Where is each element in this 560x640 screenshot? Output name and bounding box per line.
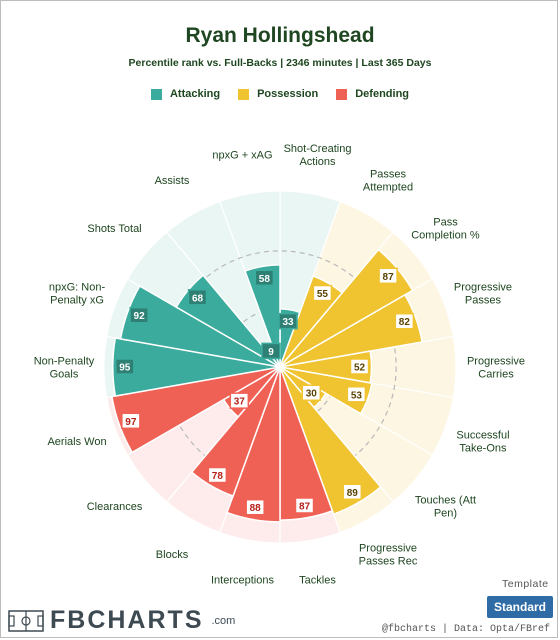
value-box-16 [261,342,281,360]
logo-text: FBCHARTS [50,606,204,634]
bar-7 [279,366,382,516]
legend-label-attacking: Attacking [169,88,221,100]
category-label-1: Passes Attempted [363,168,413,193]
legend-item-attacking: Attacking [150,88,221,100]
bar-17 [244,264,281,368]
value-box-6 [301,384,321,401]
pitch-icon [8,609,44,632]
legend-label-defending: Defending [355,88,410,100]
legend-swatch-defending [336,88,348,100]
category-label-0: Shot-Creating Actions [284,143,352,168]
category-label-15: Shots Total [87,223,141,235]
bar-13 [112,337,281,397]
value-label-13: 95 [119,363,131,374]
bar-12 [111,366,281,454]
bar-9 [226,366,281,523]
template-label: Template [502,578,549,590]
value-box-9 [245,498,265,516]
value-box-3 [394,312,415,330]
value-label-12: 97 [125,417,137,428]
value-label-16: 9 [268,347,274,358]
category-label-9: Interceptions [211,575,274,587]
legend-item-defending: Defending [336,88,409,100]
value-box-15 [187,289,208,306]
value-label-6: 30 [306,389,318,400]
value-box-1 [312,284,333,302]
logo-suffix: .com [211,614,236,627]
value-label-15: 68 [192,293,204,304]
category-label-10: Blocks [156,549,189,561]
category-label-7: Progressive Passes Rec [359,543,418,568]
value-label-9: 88 [250,503,262,514]
bar-3 [279,293,423,368]
bar-10 [190,366,281,497]
legend-label-possession: Possession [257,88,319,100]
bar-14 [119,285,281,368]
chart-title: Ryan Hollingshead [185,24,375,47]
template-standard-button[interactable]: Standard [487,596,553,618]
value-box-7 [342,483,363,501]
legend-swatch-attacking [150,88,162,100]
legend: Attacking Possession Defending [0,88,560,100]
value-box-8 [294,497,315,514]
value-box-17 [254,269,275,287]
category-label-6: Touches (Att Pen) [415,494,476,519]
category-label-14: npxG: Non-Penalty xG [49,282,106,307]
value-label-14: 92 [134,311,146,322]
value-box-4 [349,358,370,375]
fbcharts-logo: FBCHARTS .com [8,606,235,635]
value-box-2 [378,267,398,285]
value-box-13 [115,358,135,375]
value-label-1: 55 [317,289,329,300]
legend-item-possession: Possession [238,88,318,100]
value-box-0 [278,312,298,330]
value-label-17: 58 [259,274,271,285]
category-label-8: Tackles [299,575,336,587]
category-label-13: Non-Penalty Goals [34,356,95,381]
value-label-8: 87 [299,501,311,512]
value-box-11 [229,392,250,409]
value-box-14 [129,306,149,324]
value-box-12 [121,412,141,430]
category-label-12: Aerials Won [47,436,106,448]
value-label-5: 53 [351,390,363,401]
value-box-10 [207,466,228,484]
category-label-3: Progressive Passes [454,282,512,307]
category-label-2: Pass Completion % [411,217,480,242]
value-label-0: 33 [282,317,294,328]
value-label-11: 37 [234,397,246,408]
value-label-4: 52 [354,363,366,374]
category-label-4: Progressive Carries [467,356,525,381]
category-label-5: Successful Take-Ons [456,429,509,454]
value-label-2: 87 [383,272,395,283]
category-label-17: npxG + xAG [212,149,272,161]
value-box-5 [346,386,367,403]
chart-subtitle: Percentile rank vs. Full-Backs | 2346 mi… [128,57,432,69]
data-credit: @fbcharts | Data: Opta/FBref [381,624,550,635]
category-label-11: Clearances [87,501,143,513]
value-label-7: 89 [347,488,359,499]
value-label-10: 78 [212,471,224,482]
value-label-3: 82 [399,317,411,328]
category-label-16: Assists [155,175,190,187]
legend-swatch-possession [238,88,250,100]
